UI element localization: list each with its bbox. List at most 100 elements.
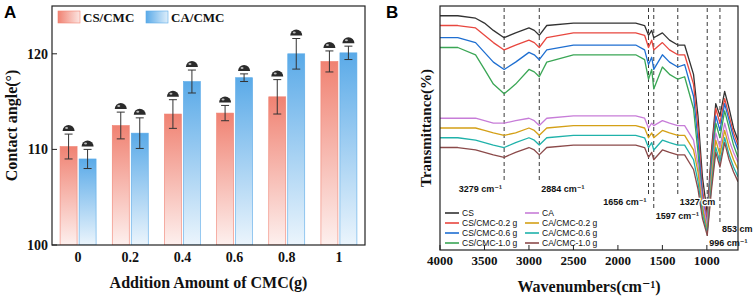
x-tick-label: 1000 xyxy=(694,253,720,268)
error-line xyxy=(87,149,88,168)
y-tick xyxy=(52,245,57,246)
bar xyxy=(131,133,148,245)
droplet-shine xyxy=(188,63,191,65)
legend-line xyxy=(445,242,459,244)
x-tick xyxy=(706,245,707,250)
error-line xyxy=(172,100,173,129)
droplet-icon xyxy=(271,71,283,77)
error-cap xyxy=(292,69,300,70)
error-line xyxy=(191,70,192,93)
panel-label: B xyxy=(386,3,398,22)
bar xyxy=(164,114,181,245)
droplet-icon xyxy=(323,42,335,48)
legend-label: CS/CMC-0.2 g xyxy=(462,218,518,228)
error-cap xyxy=(273,79,281,80)
bar xyxy=(60,147,77,245)
error-bar xyxy=(344,46,352,59)
error-cap xyxy=(136,117,144,118)
droplet-icon xyxy=(238,65,250,71)
x-tick xyxy=(440,245,441,250)
droplet-shine xyxy=(117,105,120,107)
legend-line xyxy=(525,222,539,224)
error-bar xyxy=(325,51,333,72)
error-cap xyxy=(65,158,73,159)
droplet-icon xyxy=(63,125,75,131)
error-line xyxy=(296,39,297,70)
error-bar xyxy=(84,149,92,168)
droplet-shine xyxy=(326,44,329,46)
series-line xyxy=(440,47,738,230)
error-cap xyxy=(344,46,352,47)
panel-label: A xyxy=(4,3,16,22)
legend-swatch xyxy=(58,11,80,23)
error-line xyxy=(120,112,121,139)
x-tick-label: 4000 xyxy=(427,253,453,268)
droplet-shine xyxy=(274,73,277,75)
y-axis-title: Contact angle(°) xyxy=(3,70,21,182)
x-tick-label: 2500 xyxy=(560,253,586,268)
legend-label: CA/CMC-1.0 g xyxy=(542,238,598,248)
bar xyxy=(321,61,338,245)
figure: 00.20.40.60.81100110120AContact angle(°)… xyxy=(0,0,754,302)
bar xyxy=(236,78,253,245)
annotation-label: 1597 cm⁻¹ xyxy=(656,211,699,221)
legend-label: CS/CMC xyxy=(83,10,134,25)
droplet-icon xyxy=(219,96,231,102)
bar xyxy=(112,126,129,246)
error-bar xyxy=(240,74,248,82)
y-axis-title: Transmittance(%) xyxy=(418,69,435,187)
droplet-icon xyxy=(82,140,94,146)
droplet-icon xyxy=(290,30,302,36)
error-line xyxy=(225,105,226,120)
legend: CSCS/CMC-0.2 gCS/CMC-0.6 gCS/CMC-1.0 gCA… xyxy=(445,208,598,248)
error-line xyxy=(139,118,140,149)
droplet-icon xyxy=(167,91,179,97)
droplet-shine xyxy=(169,93,172,95)
error-cap xyxy=(221,120,229,121)
error-cap xyxy=(169,99,177,100)
legend-line xyxy=(525,212,539,214)
frame xyxy=(52,6,365,245)
error-bar xyxy=(292,39,300,70)
droplet-shine xyxy=(136,111,139,113)
annotation-label: 1656 cm⁻¹ xyxy=(603,197,646,207)
x-tick-label: 1 xyxy=(335,250,342,265)
error-cap xyxy=(292,38,300,39)
error-line xyxy=(348,46,349,59)
droplet-shine xyxy=(241,67,244,69)
legend-label: CA xyxy=(542,208,554,218)
error-bar xyxy=(117,112,125,139)
error-line xyxy=(244,74,245,82)
x-tick xyxy=(662,245,663,250)
series-line xyxy=(440,143,738,236)
error-cap xyxy=(117,138,125,139)
bar xyxy=(288,54,305,245)
droplet-shine xyxy=(345,39,348,41)
legend-line xyxy=(525,232,539,234)
annotation-label: 1327 cm xyxy=(680,197,716,207)
error-bar xyxy=(273,80,281,114)
x-tick-label: 3500 xyxy=(471,253,497,268)
x-tick-label: 0.6 xyxy=(226,250,244,265)
error-cap xyxy=(240,73,248,74)
legend-label: CA/CMC xyxy=(171,10,224,25)
error-bar xyxy=(221,105,229,120)
error-cap xyxy=(344,59,352,60)
x-tick-label: 3000 xyxy=(516,253,542,268)
y-tick-label: 110 xyxy=(28,142,48,157)
error-cap xyxy=(136,148,144,149)
legend-label: CS/CMC-0.6 g xyxy=(462,228,518,238)
bar xyxy=(269,97,286,245)
error-bar xyxy=(188,70,196,93)
error-bar xyxy=(169,100,177,129)
error-cap xyxy=(240,81,248,82)
error-cap xyxy=(221,105,229,106)
error-bar xyxy=(65,134,73,159)
error-cap xyxy=(169,128,177,129)
error-line xyxy=(329,51,330,72)
series-line xyxy=(440,38,738,226)
x-tick-label: 2000 xyxy=(605,253,631,268)
y-tick-label: 120 xyxy=(27,47,48,62)
legend-line xyxy=(445,212,459,214)
series-line xyxy=(440,126,738,231)
